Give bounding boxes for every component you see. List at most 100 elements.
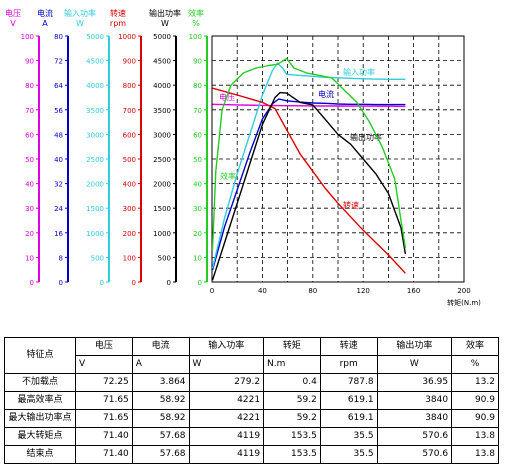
y-axis-unit-current: A (42, 19, 48, 28)
table-cell: 619.1 (319, 409, 378, 428)
x-tick-label: 80 (308, 287, 317, 295)
table-cell: 71.40 (75, 445, 133, 464)
table-cell: 35.5 (319, 445, 378, 464)
y-tick-label-current: 80 (54, 33, 63, 41)
x-tick-label: 120 (357, 287, 370, 295)
table-unit-voltage: V (75, 355, 133, 374)
y-tick-label-input_power: 500 (91, 254, 104, 262)
y-axis-name-speed: 转速 (110, 8, 126, 18)
y-tick-label-efficiency: 70 (193, 107, 202, 115)
table-cell: 570.6 (376, 427, 453, 446)
y-tick-label-efficiency: 50 (193, 156, 202, 164)
y-tick-label-speed: 300 (123, 205, 136, 213)
y-tick-label-speed: 1000 (118, 33, 136, 41)
y-tick-label-voltage: 30 (25, 205, 34, 213)
table-unit-torque: N.m (263, 355, 321, 374)
y-tick-label-input_power: 3500 (86, 107, 104, 115)
table-cell: 13.8 (451, 445, 499, 464)
y-tick-label-current: 0 (59, 279, 63, 287)
y-tick-label-efficiency: 40 (193, 181, 202, 189)
table-cell: 153.5 (263, 445, 321, 464)
series-label-output_power: 输出功率 (350, 132, 382, 142)
table-header-current: 电流 (131, 337, 190, 356)
y-tick-label-speed: 500 (123, 156, 136, 164)
y-tick-label-current: 24 (54, 205, 63, 213)
x-tick-label: 200 (457, 287, 470, 295)
table-cell: 71.65 (75, 409, 133, 428)
y-tick-label-current: 48 (54, 131, 63, 139)
table-cell: 13.8 (451, 427, 499, 446)
y-tick-label-voltage: 20 (25, 230, 34, 238)
y-tick-label-input_power: 5000 (86, 33, 104, 41)
series-line-output_power (211, 91, 407, 281)
y-tick-label-current: 32 (54, 181, 63, 189)
table-header-torque: 转矩 (263, 337, 321, 356)
y-axis-unit-voltage: V (10, 19, 16, 28)
y-tick-label-voltage: 80 (25, 82, 34, 90)
y-tick-label-speed: 100 (123, 254, 136, 262)
y-tick-label-voltage: 0 (30, 279, 34, 287)
y-tick-label-speed: 800 (123, 82, 136, 90)
y-tick-label-input_power: 0 (100, 279, 104, 287)
table-cell: 71.40 (75, 427, 133, 446)
y-tick-label-input_power: 2500 (86, 156, 104, 164)
table-cell: 4221 (188, 391, 265, 410)
table-unit-speed: rpm (319, 355, 378, 374)
table-header-input-power: 输入功率 (188, 337, 265, 356)
table-cell-point: 最大转矩点 (4, 427, 76, 446)
y-tick-label-input_power: 2000 (86, 181, 104, 189)
y-tick-label-voltage: 90 (25, 58, 34, 66)
table-cell-point: 最大输出功率点 (4, 409, 76, 428)
x-tick-label: 40 (258, 287, 267, 295)
y-tick-label-speed: 600 (123, 131, 136, 139)
y-tick-label-current: 64 (54, 82, 63, 90)
y-tick-label-output_power: 2000 (153, 181, 171, 189)
table-cell: 4221 (188, 409, 265, 428)
y-tick-label-voltage: 70 (25, 107, 34, 115)
table-cell: 58.92 (131, 391, 190, 410)
table-cell: 4119 (188, 445, 265, 464)
table-cell: 0.4 (263, 373, 321, 392)
y-tick-label-efficiency: 80 (193, 82, 202, 90)
table-header-efficiency: 效率 (451, 337, 499, 356)
table-cell: 153.5 (263, 427, 321, 446)
y-tick-label-input_power: 1500 (86, 205, 104, 213)
y-tick-label-current: 40 (54, 156, 63, 164)
y-tick-label-current: 56 (54, 107, 63, 115)
table-cell: 13.2 (451, 373, 499, 392)
table-cell: 3.864 (131, 373, 190, 392)
series-line-input_power (211, 62, 406, 269)
table-cell: 35.5 (319, 427, 378, 446)
table-cell: 71.65 (75, 391, 133, 410)
table-cell: 619.1 (319, 391, 378, 410)
y-tick-label-input_power: 4500 (86, 58, 104, 66)
y-tick-label-output_power: 1000 (153, 230, 171, 238)
y-tick-label-input_power: 3000 (86, 131, 104, 139)
y-axis-unit-input_power: W (76, 19, 84, 28)
x-tick-label: 160 (407, 287, 420, 295)
y-tick-label-speed: 900 (123, 58, 136, 66)
y-tick-label-efficiency: 10 (193, 254, 202, 262)
table-unit-output-power: W (376, 355, 453, 374)
y-tick-label-voltage: 40 (25, 181, 34, 189)
table-row: 最大输出功率点 71.65 58.92 4221 59.2 619.1 3840… (4, 409, 499, 428)
x-tick-label: 0 (210, 287, 214, 295)
y-tick-label-input_power: 4000 (86, 82, 104, 90)
y-tick-label-efficiency: 0 (198, 279, 202, 287)
table-cell: 279.2 (188, 373, 265, 392)
characteristic-points-table: 特征点 电压 电流 输入功率 转矩 转速 输出功率 效率 V A W N.m r… (4, 337, 499, 464)
y-tick-label-output_power: 4000 (153, 82, 171, 90)
y-tick-label-speed: 400 (123, 181, 136, 189)
series-label-speed: 转速 (343, 200, 359, 210)
table-header-voltage: 电压 (75, 337, 133, 356)
y-axis-name-voltage: 电压 (5, 8, 21, 18)
y-tick-label-output_power: 4500 (153, 58, 171, 66)
table-unit-efficiency: % (451, 355, 499, 374)
plot-frame (211, 35, 465, 283)
table-row: 不加载点 72.25 3.864 279.2 0.4 787.8 36.95 1… (4, 373, 499, 392)
series-line-efficiency (211, 57, 407, 250)
y-tick-label-input_power: 1000 (86, 230, 104, 238)
table-row: 结束点 71.40 57.68 4119 153.5 35.5 570.6 13… (4, 445, 499, 464)
y-tick-label-output_power: 2500 (153, 156, 171, 164)
table-cell: 58.92 (131, 409, 190, 428)
